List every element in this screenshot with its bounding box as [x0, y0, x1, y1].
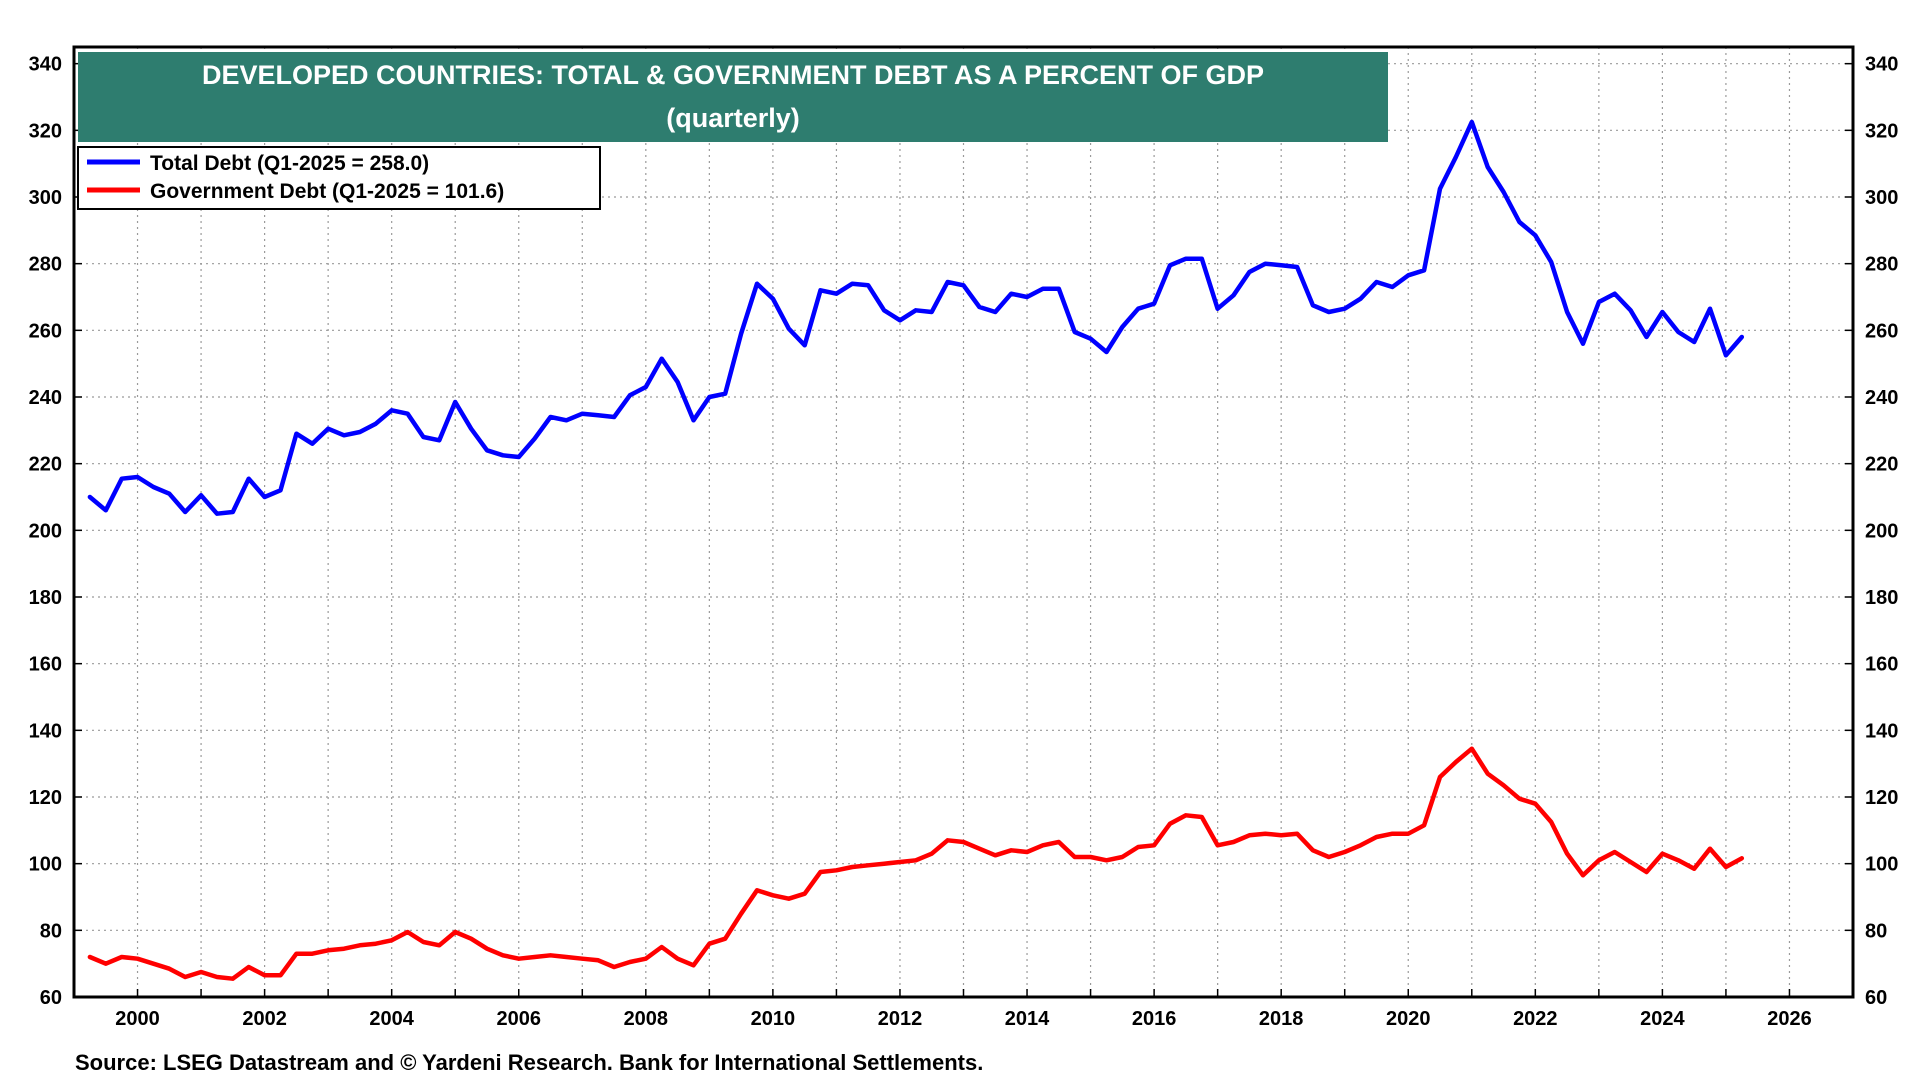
- y-tick-label-left: 100: [29, 854, 62, 876]
- source-note: Source: LSEG Datastream and © Yardeni Re…: [75, 1050, 984, 1075]
- y-tick-label-left: 140: [29, 720, 62, 742]
- x-tick-label: 2000: [115, 1008, 160, 1030]
- x-tick-label: 2010: [751, 1008, 796, 1030]
- y-tick-label-right: 320: [1865, 120, 1898, 142]
- y-tick-label-right: 340: [1865, 54, 1898, 76]
- y-tick-label-right: 160: [1865, 654, 1898, 676]
- y-tick-label-left: 300: [29, 187, 62, 209]
- x-tick-label: 2008: [624, 1008, 669, 1030]
- x-tick-label: 2024: [1640, 1008, 1685, 1030]
- y-tick-label-left: 220: [29, 454, 62, 476]
- x-tick-label: 2012: [878, 1008, 923, 1030]
- y-tick-label-right: 60: [1865, 987, 1887, 1009]
- y-tick-label-right: 300: [1865, 187, 1898, 209]
- legend-label-total: Total Debt (Q1-2025 = 258.0): [150, 152, 429, 175]
- y-tick-label-left: 60: [40, 987, 62, 1009]
- y-tick-label-right: 220: [1865, 454, 1898, 476]
- title-banner: [78, 52, 1388, 142]
- y-tick-label-right: 80: [1865, 920, 1887, 942]
- chart-subtitle: (quarterly): [666, 103, 800, 133]
- x-tick-label: 2026: [1767, 1008, 1812, 1030]
- y-tick-label-left: 120: [29, 787, 62, 809]
- y-tick-label-right: 200: [1865, 520, 1898, 542]
- x-tick-label: 2004: [369, 1008, 414, 1030]
- y-tick-label-left: 80: [40, 920, 62, 942]
- y-tick-label-right: 240: [1865, 387, 1898, 409]
- total-debt-line: [87, 119, 1745, 516]
- y-tick-label-right: 120: [1865, 787, 1898, 809]
- y-tick-label-right: 280: [1865, 254, 1898, 276]
- y-tick-label-left: 200: [29, 520, 62, 542]
- y-tick-label-left: 260: [29, 320, 62, 342]
- legend-label-government: Government Debt (Q1-2025 = 101.6): [150, 180, 504, 203]
- y-tick-label-left: 280: [29, 254, 62, 276]
- x-tick-label: 2016: [1132, 1008, 1177, 1030]
- plot-frame: [72, 45, 1855, 999]
- y-tick-label-right: 140: [1865, 720, 1898, 742]
- x-tick-label: 2006: [497, 1008, 542, 1030]
- x-tick-label: 2022: [1513, 1008, 1558, 1030]
- y-tick-label-left: 180: [29, 587, 62, 609]
- y-tick-label-right: 100: [1865, 854, 1898, 876]
- series-lines: [87, 119, 1745, 981]
- x-tick-label: 2018: [1259, 1008, 1304, 1030]
- y-tick-label-right: 180: [1865, 587, 1898, 609]
- y-tick-label-left: 160: [29, 654, 62, 676]
- axes: 60 60 80 80 100 100 120 120 140 140 160 160 180 180 20…: [29, 45, 1898, 1030]
- x-tick-label: 2014: [1005, 1008, 1050, 1030]
- gridlines: [74, 47, 1853, 997]
- government-debt-line: [87, 746, 1745, 981]
- legend: Total Debt (Q1-2025 = 258.0) Government …: [77, 146, 601, 210]
- chart-title: DEVELOPED COUNTRIES: TOTAL & GOVERNMENT …: [202, 60, 1264, 90]
- y-tick-label-left: 320: [29, 120, 62, 142]
- y-tick-label-right: 260: [1865, 320, 1898, 342]
- x-tick-label: 2002: [242, 1008, 287, 1030]
- x-tick-label: 2020: [1386, 1008, 1431, 1030]
- y-tick-label-left: 240: [29, 387, 62, 409]
- y-tick-label-left: 340: [29, 54, 62, 76]
- legend-box: [77, 146, 601, 210]
